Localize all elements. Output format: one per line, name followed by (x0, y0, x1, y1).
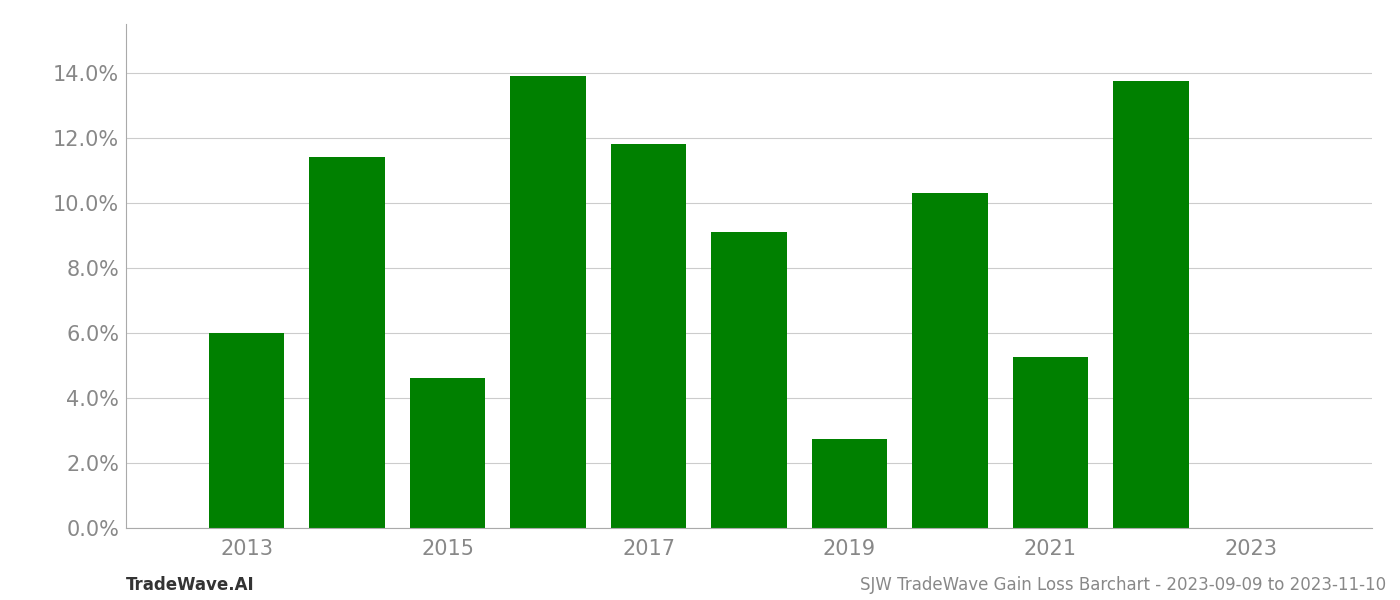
Bar (511, 76, 585, 528)
Bar (610, 145, 686, 528)
Text: TradeWave.AI: TradeWave.AI (126, 576, 255, 594)
Bar (410, 379, 486, 528)
Bar (209, 333, 284, 528)
Bar (1012, 357, 1088, 528)
Text: SJW TradeWave Gain Loss Barchart - 2023-09-09 to 2023-11-10: SJW TradeWave Gain Loss Barchart - 2023-… (860, 576, 1386, 594)
Bar (711, 232, 787, 528)
Bar (309, 157, 385, 528)
Bar (812, 439, 888, 528)
Bar (913, 193, 987, 528)
Bar (1113, 81, 1189, 528)
